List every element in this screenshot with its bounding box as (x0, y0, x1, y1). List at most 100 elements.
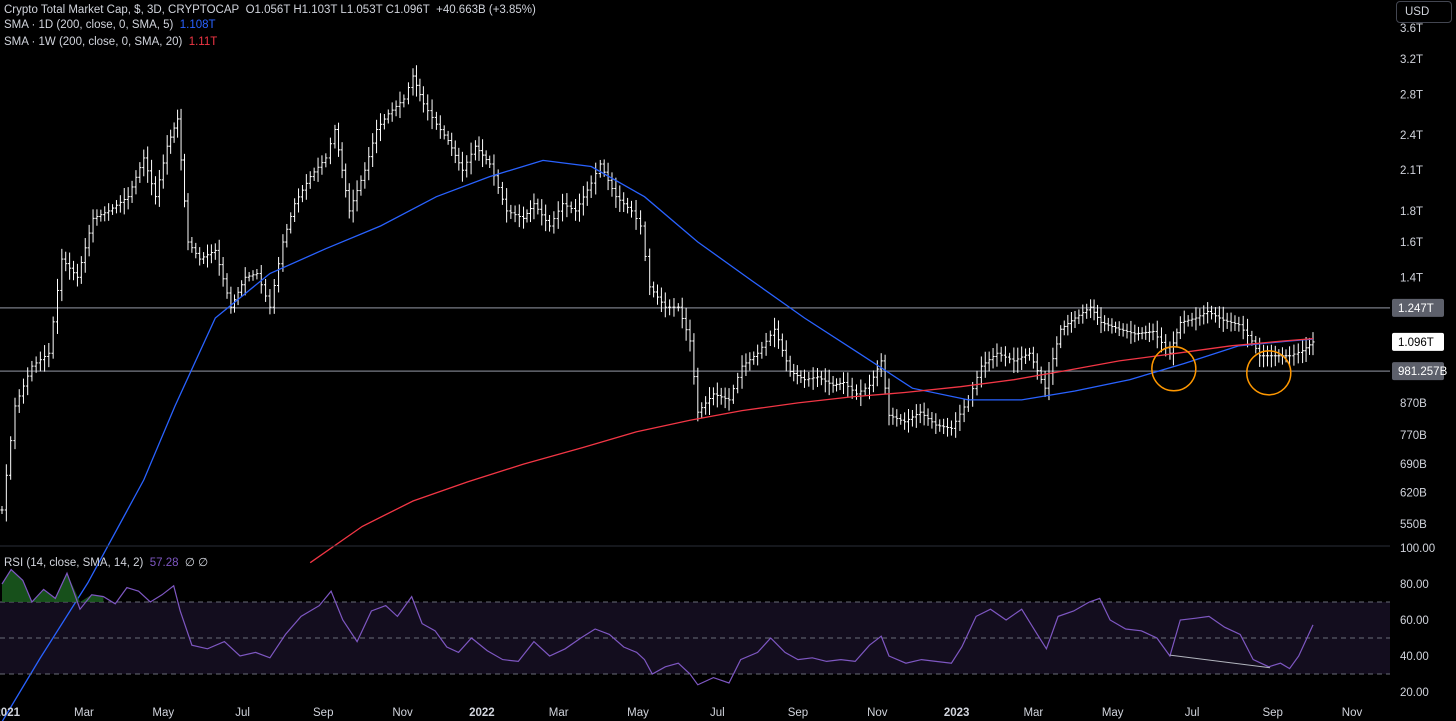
price-bar (26, 367, 30, 396)
price-bar (21, 378, 26, 404)
time-axis[interactable]: 2021 Mar May Jul Sep Nov 2022 Mar May Jul Sep Nov 20… (0, 707, 1362, 719)
price-bar (359, 175, 363, 196)
price-bar (30, 360, 34, 382)
rsi-axis[interactable]: 20.00 40.00 60.00 80.00 100.00 (1400, 543, 1435, 699)
price-bar (949, 420, 954, 436)
price-bar (91, 209, 95, 243)
price-bar (610, 172, 614, 197)
price-bar (411, 68, 415, 96)
price-bar (293, 198, 297, 222)
price-bar (1190, 312, 1194, 327)
price-bar (1092, 299, 1096, 321)
time-tick-label: May (627, 707, 649, 719)
price-bar (1198, 308, 1202, 326)
price-bar (172, 122, 176, 143)
sma-1w-label: SMA · 1W (200, close, 0, SMA, 20) (4, 36, 183, 48)
price-bar (281, 234, 285, 272)
price-tick-label: 770B (1400, 430, 1427, 442)
price-bar (954, 412, 958, 438)
price-bar (1110, 318, 1114, 334)
price-bar (243, 267, 247, 296)
rsi-divergence-trendline[interactable] (1169, 654, 1271, 669)
price-bar (304, 174, 308, 200)
price-bar (414, 65, 419, 97)
sma-1d-legend[interactable]: SMA · 1D (200, close, 0, SMA, 5) 1.108T (4, 19, 216, 31)
price-axis[interactable]: 550B 620B 690B 770B 870B 1.4T 1.6T 1.8T 2.1T 2.4T… (1400, 23, 1427, 531)
price-bar (421, 86, 425, 113)
price-bar (999, 346, 1003, 362)
price-bar (38, 351, 42, 372)
price-bar (1277, 349, 1281, 363)
price-bar (17, 389, 21, 413)
price-bar (488, 155, 492, 169)
price-bar (229, 286, 233, 314)
circle-annotation-2[interactable] (1246, 350, 1292, 396)
sma-1d-value: 1.108T (179, 19, 216, 31)
hline-price-label-2: 981.257B (1398, 366, 1448, 378)
price-bar (95, 209, 99, 226)
price-bar (719, 387, 723, 405)
price-bar (983, 351, 987, 378)
price-bar (289, 212, 293, 234)
currency-button[interactable]: USD (1396, 1, 1452, 23)
price-bar (426, 94, 430, 121)
price-bar (795, 365, 799, 385)
price-bar (918, 403, 922, 424)
price-bar (68, 252, 72, 280)
circle-annotation-1[interactable] (1151, 346, 1197, 392)
price-bar (1027, 347, 1032, 361)
price-bar (446, 130, 450, 145)
rsi-line (1, 568, 1314, 686)
price-bar (312, 167, 316, 181)
hline-price-label-1-bg (1392, 298, 1444, 317)
time-tick-label: Nov (1342, 707, 1363, 719)
sma-1w-legend[interactable]: SMA · 1W (200, close, 0, SMA, 20) 1.11T (4, 36, 217, 48)
time-tick-label: 2021 (0, 707, 21, 719)
ohlc-values: O1.056T H1.103T L1.053T C1.096T (245, 4, 430, 16)
time-tick-label: Sep (788, 707, 808, 719)
price-bar (696, 367, 700, 422)
price-bar (374, 119, 379, 154)
price-bar (500, 181, 505, 205)
price-bar (194, 242, 198, 259)
price-bar (895, 409, 899, 427)
price-bar (344, 163, 348, 198)
time-tick-label: Jul (1185, 707, 1200, 719)
price-bar (1245, 318, 1250, 348)
price-bar (651, 281, 656, 298)
price-bar (418, 78, 422, 102)
price-bar (308, 171, 312, 189)
price-bar (296, 188, 301, 213)
price-bar (643, 221, 647, 262)
price-bar (134, 170, 138, 195)
price-bar (903, 412, 907, 430)
sma-1w-value: 1.11T (188, 36, 218, 48)
price-bar (521, 206, 526, 229)
price-bar (1016, 347, 1020, 373)
price-bar (684, 307, 688, 341)
rsi-option-icons[interactable]: ∅ ∅ (184, 557, 209, 569)
chart-annotations[interactable] (1151, 346, 1292, 396)
price-bar (879, 353, 883, 377)
price-bar (316, 157, 320, 182)
price-bar (532, 193, 536, 220)
price-bar (247, 271, 251, 282)
price-bar (784, 340, 788, 372)
price-bar (453, 140, 457, 164)
price-bar (465, 155, 469, 178)
symbol-label[interactable]: Crypto Total Market Cap, $, 3D, CRYPTOCA… (4, 4, 240, 16)
price-bar (1194, 307, 1198, 331)
price-bar (450, 132, 454, 156)
price-bar (1140, 327, 1144, 340)
price-bar (114, 200, 119, 214)
price-bar (723, 387, 727, 409)
rsi-legend[interactable]: RSI (14, close, SMA, 14, 2) 57.28 ∅ ∅ (4, 555, 208, 569)
price-bar (1117, 321, 1121, 337)
price-bar (442, 125, 446, 140)
time-tick-label: May (1102, 707, 1124, 719)
price-bar (480, 139, 485, 168)
price-bar (268, 289, 272, 315)
price-bar (509, 204, 513, 219)
price-bar (328, 137, 333, 165)
